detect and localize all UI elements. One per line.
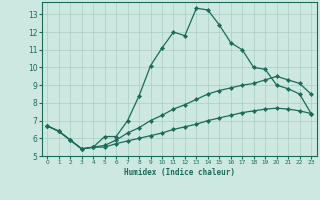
X-axis label: Humidex (Indice chaleur): Humidex (Indice chaleur): [124, 168, 235, 177]
